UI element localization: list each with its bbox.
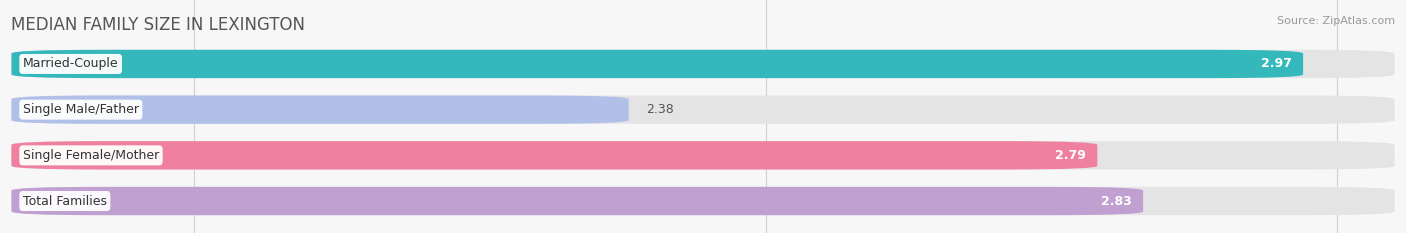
Text: Single Male/Father: Single Male/Father (22, 103, 139, 116)
FancyBboxPatch shape (11, 187, 1395, 215)
Text: Single Female/Mother: Single Female/Mother (22, 149, 159, 162)
FancyBboxPatch shape (11, 141, 1097, 169)
FancyBboxPatch shape (11, 50, 1395, 78)
FancyBboxPatch shape (11, 50, 1303, 78)
Text: 2.83: 2.83 (1101, 195, 1132, 208)
Text: 2.38: 2.38 (645, 103, 673, 116)
FancyBboxPatch shape (11, 141, 1395, 169)
Text: Total Families: Total Families (22, 195, 107, 208)
Text: 2.79: 2.79 (1054, 149, 1085, 162)
Text: Married-Couple: Married-Couple (22, 58, 118, 70)
FancyBboxPatch shape (11, 96, 1395, 124)
Text: Source: ZipAtlas.com: Source: ZipAtlas.com (1277, 16, 1395, 26)
FancyBboxPatch shape (11, 96, 628, 124)
Text: 2.97: 2.97 (1261, 58, 1292, 70)
FancyBboxPatch shape (11, 187, 1143, 215)
Text: MEDIAN FAMILY SIZE IN LEXINGTON: MEDIAN FAMILY SIZE IN LEXINGTON (11, 16, 305, 34)
